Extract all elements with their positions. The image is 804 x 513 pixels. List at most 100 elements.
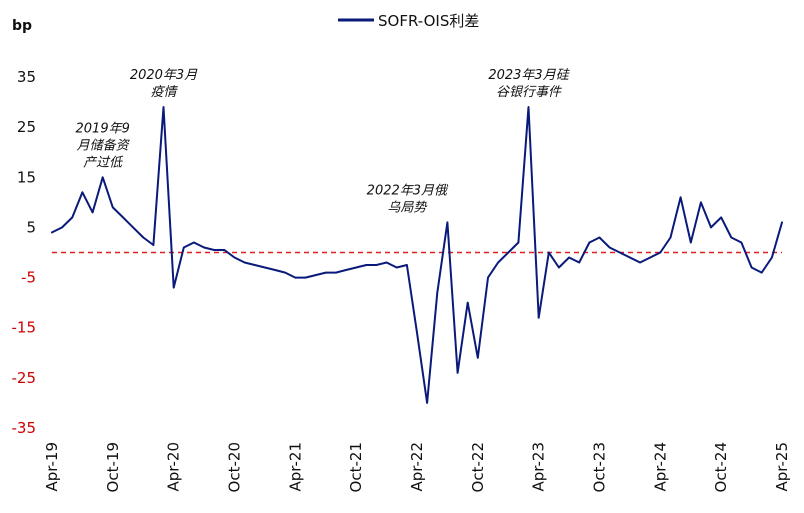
data-point xyxy=(375,264,378,266)
data-point xyxy=(294,276,297,279)
y-tick-label: 5 xyxy=(26,218,36,236)
data-point xyxy=(284,271,286,274)
data-point xyxy=(629,256,631,259)
legend-label: SOFR-OIS利差 xyxy=(378,12,479,30)
data-point xyxy=(618,251,621,254)
annotation-text: 2019年9 xyxy=(76,121,130,136)
x-tick-label: Apr-19 xyxy=(43,442,61,492)
data-point xyxy=(649,256,651,259)
data-point xyxy=(183,246,185,249)
data-point xyxy=(314,274,317,276)
data-point xyxy=(152,244,155,246)
data-point xyxy=(608,246,611,249)
annotation-text: 2022年3月俄 xyxy=(367,183,449,198)
x-tick-label: Oct-21 xyxy=(347,442,365,492)
data-point xyxy=(112,206,114,209)
data-point xyxy=(527,106,530,108)
data-point xyxy=(101,176,104,179)
annotation-text: 疫情 xyxy=(151,85,179,100)
data-point xyxy=(203,246,205,249)
y-tick-label: -25 xyxy=(12,369,37,387)
data-point xyxy=(598,236,601,239)
data-point xyxy=(507,251,510,254)
y-tick-label: -35 xyxy=(12,419,37,437)
data-point xyxy=(243,261,246,264)
data-point xyxy=(436,291,439,294)
data-point xyxy=(81,191,84,194)
data-point xyxy=(233,256,236,259)
y-tick-label: 15 xyxy=(17,168,36,186)
data-point xyxy=(142,236,145,239)
x-tick-label: Oct-24 xyxy=(712,442,730,492)
data-point xyxy=(274,269,276,271)
data-point xyxy=(395,266,398,269)
y-axis: 35 25 15 5 -5 -15 -25 -35 xyxy=(12,68,37,437)
data-point xyxy=(365,264,368,266)
data-point xyxy=(558,266,560,269)
data-point xyxy=(51,231,53,234)
data-point xyxy=(253,264,256,266)
data-point xyxy=(71,216,74,219)
data-point xyxy=(537,316,540,319)
data-point xyxy=(548,251,550,254)
data-point xyxy=(446,221,449,224)
data-point xyxy=(466,301,469,304)
x-tick-label: Apr-25 xyxy=(773,442,791,492)
series-layer xyxy=(51,106,783,404)
data-point xyxy=(771,256,773,259)
x-tick-label: Oct-22 xyxy=(469,442,487,492)
data-point xyxy=(477,357,479,359)
data-point xyxy=(679,196,682,199)
annotation-text: 产过低 xyxy=(83,155,124,170)
data-point xyxy=(335,271,337,274)
data-point xyxy=(669,236,672,239)
y-unit-label: bp xyxy=(12,18,32,34)
data-point xyxy=(355,266,357,269)
data-point xyxy=(213,249,216,251)
data-point xyxy=(568,256,570,259)
y-tick-label: -15 xyxy=(12,319,37,337)
annotation-text: 谷银行事件 xyxy=(496,85,562,100)
x-tick-label: Apr-21 xyxy=(286,442,304,492)
x-tick-label: Apr-23 xyxy=(530,442,548,492)
data-point xyxy=(497,261,499,264)
data-point xyxy=(91,211,94,214)
data-point xyxy=(700,201,702,204)
x-tick-label: Oct-19 xyxy=(104,442,122,492)
data-point xyxy=(223,249,226,251)
data-point xyxy=(264,266,266,269)
data-point xyxy=(456,372,459,374)
x-tick-label: Apr-22 xyxy=(408,442,426,492)
data-point xyxy=(385,261,388,264)
y-tick-label: -5 xyxy=(21,269,36,287)
data-point xyxy=(324,271,327,274)
annotation-text: 2020年3月 xyxy=(130,68,198,83)
data-point xyxy=(689,241,692,244)
data-point xyxy=(304,276,307,279)
x-tick-label: Apr-20 xyxy=(165,442,183,492)
x-tick-label: Apr-24 xyxy=(651,442,669,492)
annotation-text: 2023年3月硅 xyxy=(488,68,570,83)
data-point xyxy=(750,266,753,269)
data-point xyxy=(720,216,722,219)
data-point xyxy=(517,241,520,244)
series-line-sofr-ois-spread xyxy=(51,106,783,404)
data-point xyxy=(730,236,733,239)
legend: SOFR-OIS利差 xyxy=(338,12,479,30)
data-point xyxy=(193,241,195,244)
data-point xyxy=(781,221,783,224)
annotation-text: 月储备资 xyxy=(77,138,131,153)
annotation-text: 乌局势 xyxy=(387,200,428,215)
data-point xyxy=(740,241,743,244)
data-point xyxy=(172,286,175,289)
data-point xyxy=(61,226,63,229)
x-axis: Apr-19 Oct-19 Apr-20 Oct-20 Apr-21 Oct-21 Apr-… xyxy=(43,442,791,492)
x-tick-label: Oct-23 xyxy=(591,442,609,492)
data-point xyxy=(406,264,408,266)
data-point xyxy=(345,269,347,271)
data-point xyxy=(487,276,489,279)
data-point xyxy=(122,216,124,219)
data-point xyxy=(416,331,418,334)
